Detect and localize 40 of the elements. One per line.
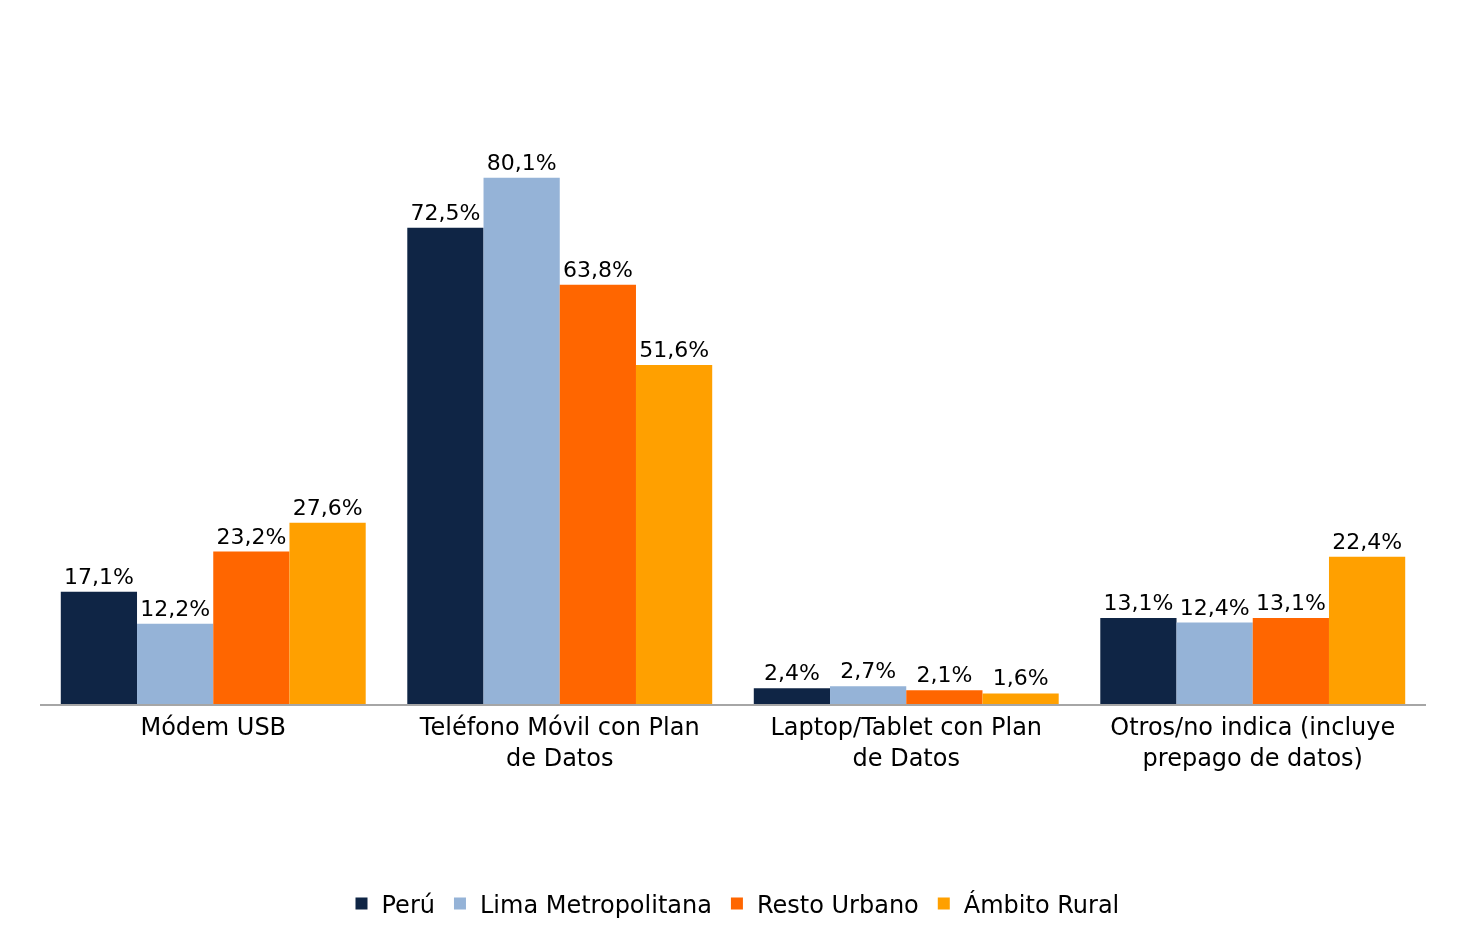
data-label: 63,8% — [562, 256, 633, 282]
bar — [830, 686, 907, 704]
data-label: 27,6% — [292, 494, 363, 520]
bar — [60, 591, 138, 704]
bar — [483, 177, 560, 704]
legend-label: Ámbito Rural — [963, 889, 1120, 919]
data-label: 12,2% — [140, 595, 211, 621]
bar — [559, 284, 636, 704]
bar — [1176, 622, 1253, 704]
data-label: 80,1% — [486, 149, 557, 175]
data-label: 51,6% — [639, 336, 710, 362]
data-label: 2,7% — [840, 658, 897, 684]
data-label: 13,1% — [1255, 589, 1326, 615]
legend-label: Lima Metropolitana — [479, 890, 712, 919]
x-tick-label: Laptop/Tablet con Plan de Datos — [770, 712, 1043, 772]
data-label: 72,5% — [410, 199, 481, 225]
bar — [1100, 617, 1177, 704]
bar — [1252, 617, 1329, 704]
data-label: 2,4% — [763, 660, 820, 686]
x-tick-label: Teléfono Móvil con Plan de Datos — [418, 712, 700, 772]
data-label: 22,4% — [1332, 528, 1403, 554]
bar — [289, 522, 366, 704]
bar — [213, 551, 290, 704]
bar — [906, 690, 983, 704]
bar — [1328, 556, 1406, 704]
data-label: 1,6% — [992, 665, 1049, 691]
data-label: 2,1% — [916, 662, 973, 688]
data-label: 12,4% — [1179, 594, 1250, 620]
bar — [407, 227, 484, 704]
data-label: 13,1% — [1103, 589, 1174, 615]
x-tick-label: Otros/no indica (incluye prepago de datos) — [1110, 712, 1396, 772]
legend-label: Resto Urbano — [756, 890, 919, 919]
data-label: 23,2% — [216, 523, 287, 549]
bar — [753, 688, 831, 704]
legend-label: Perú — [381, 890, 435, 919]
bar — [635, 364, 713, 704]
data-label: 17,1% — [63, 563, 134, 589]
bar — [137, 623, 214, 704]
bar — [982, 693, 1059, 704]
x-tick-label: Módem USB — [140, 712, 287, 741]
